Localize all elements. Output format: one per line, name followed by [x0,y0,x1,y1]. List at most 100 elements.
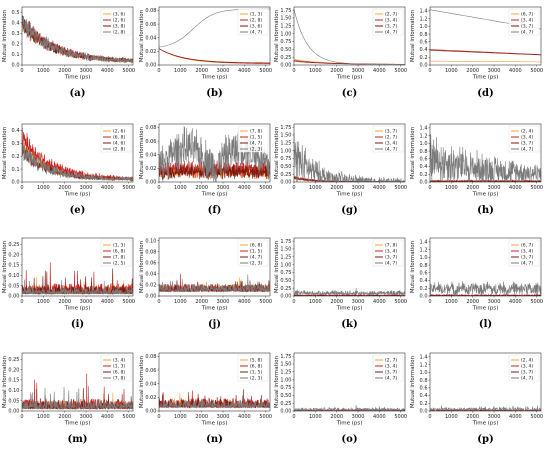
subplot-l: 0.0 0.2 0.40.6 0.8 1.0 1.21.4 0 1000 2000 3000 400… [410,237,543,330]
series-line-3 [430,50,541,56]
legend-entry: (3, 7) [385,129,397,135]
y-tick-label: 0.05 [8,283,19,289]
x-tick-label: 1000 [445,68,458,74]
x-tick-label: 3000 [80,185,93,191]
y-tick-label: 0.02 [145,166,156,172]
series-line-2 [430,49,541,55]
x-tick-label: 1000 [174,185,187,191]
x-tick-label: 3000 [217,68,230,74]
legend-entry: (3, 4) [385,249,397,255]
legend-entry: (3, 7) [385,24,397,30]
y-tick-label: 1.4 [420,126,428,132]
x-axis-label: Time (ps) [201,421,228,427]
y-tick-label: 0.02 [145,283,156,289]
legend-entry: (1, 5) [250,370,262,376]
legend-entry: (3, 7) [521,255,533,261]
x-tick-label: 5000 [394,299,407,305]
x-axis-label: Time (ps) [64,192,91,198]
x-tick-label: 3000 [488,185,501,191]
plot-frame [158,6,271,66]
legend-entry: (7, 8) [250,129,262,135]
y-tick-label: 1.2 [420,362,428,368]
y-tick-label: 0.0 [420,63,428,69]
y-tick-label: 0.3 [12,141,20,147]
x-tick-label: 4000 [238,185,251,191]
y-tick-label: 0.08 [145,125,156,131]
y-axis-label: Mutual information [139,9,145,62]
x-tick-label: 3000 [352,299,365,305]
y-tick-label: 0.75 [280,270,291,276]
x-tick-label: 3000 [217,185,230,191]
subplot-h: 0.0 0.2 0.40.6 0.8 1.0 1.21.4 0 1000 2000 3000 400… [410,123,543,216]
subplot-c: 0.00 0.25 0.50 0.75 1.001.25 1.50 1.75 0 1000 200… [274,6,407,99]
y-tick-label: 0.4 [420,393,428,399]
subplot-d: 0.0 0.2 0.40.6 0.8 1.0 1.21.4 0 1000 2000 3000 400… [410,6,543,99]
y-tick-label: 0.50 [280,47,291,53]
y-tick-label: 1.50 [280,362,291,368]
legend-entry: (6, 8) [113,370,125,376]
y-tick-label: 0.50 [280,278,291,284]
y-tick-label: 0.8 [420,378,428,384]
y-tick-label: 0.05 [8,398,19,404]
series-line-1 [430,60,541,63]
x-tick-label: 0 [157,299,160,305]
legend-entry: (4, 7) [385,147,397,153]
legend-entry: (3, 7) [521,141,533,147]
x-tick-label: 2000 [58,414,71,420]
y-tick-label: 0.15 [8,263,19,269]
y-tick-label: 1.50 [280,247,291,253]
plot-frame [21,123,134,183]
x-tick-label: 0 [157,414,160,420]
y-tick-label: 0.08 [145,354,156,360]
x-tick-label: 0 [20,414,23,420]
plot-frame [158,123,271,183]
y-tick-label: 0.50 [280,164,291,170]
x-tick-label: 3000 [217,414,230,420]
subplot-a: 0.0 0.1 0.2 0.3 0.4 0.5 0 1000 2000 3000 4000 5000 T… [2,6,135,99]
series-line-4 [22,279,133,296]
y-tick-label: 0.02 [145,49,156,55]
y-tick-label: 1.0 [420,370,428,376]
legend-box [372,354,404,382]
plot-frame [429,6,542,66]
y-tick-label: 0.25 [8,242,19,248]
x-tick-label: 1000 [309,68,322,74]
legend-entry: (4, 6) [113,141,125,147]
y-tick-label: 0.20 [8,367,19,373]
x-tick-label: 5000 [530,299,543,305]
legend-entry: (2, 8) [113,30,125,36]
series-line-4 [294,9,405,65]
subplot-k: 0.00 0.25 0.50 0.75 1.001.25 1.50 1.75 0 1000 200… [274,237,407,330]
legend: (2, 4)(3, 4)(3, 7)(4, 7) [508,125,540,153]
legend-entry: (2, 4) [521,358,533,364]
y-tick-label: 1.0 [420,255,428,261]
subplot-caption: (m) [67,434,87,445]
plot-frame [293,123,406,183]
subplot-o: 0.00 0.25 0.50 0.75 1.001.25 1.50 1.75 0 1000 200… [274,352,407,445]
legend-box [508,8,540,36]
y-tick-label: 0.25 [280,172,291,178]
x-tick-label: 3000 [352,414,365,420]
legend-entry: (2, 7) [385,12,397,18]
subplot-caption: (c) [342,88,358,99]
y-axis-label: Mutual information [274,240,280,293]
legend-entry: (2, 3) [250,147,262,153]
x-tick-label: 2000 [466,185,479,191]
legend-entry: (1, 3) [250,12,262,18]
y-tick-label: 1.50 [280,133,291,139]
subplot-caption: (d) [477,88,493,99]
legend-entry: (6, 8) [250,243,262,249]
legend: (1, 3)(6, 8)(7, 8)(2, 5) [100,239,132,267]
x-tick-label: 3000 [80,414,93,420]
y-tick-label: 1.50 [280,16,291,22]
legend: (6, 7)(3, 4)(3, 7)(4, 7) [508,239,540,267]
x-tick-label: 3000 [80,68,93,74]
plot-frame [158,352,271,412]
legend-entry: (1, 3) [113,364,125,370]
x-tick-label: 1000 [174,68,187,74]
x-axis-label: Time (ps) [336,306,363,312]
y-tick-label: 0.25 [280,401,291,407]
x-tick-label: 3000 [488,299,501,305]
x-tick-label: 5000 [122,185,135,191]
